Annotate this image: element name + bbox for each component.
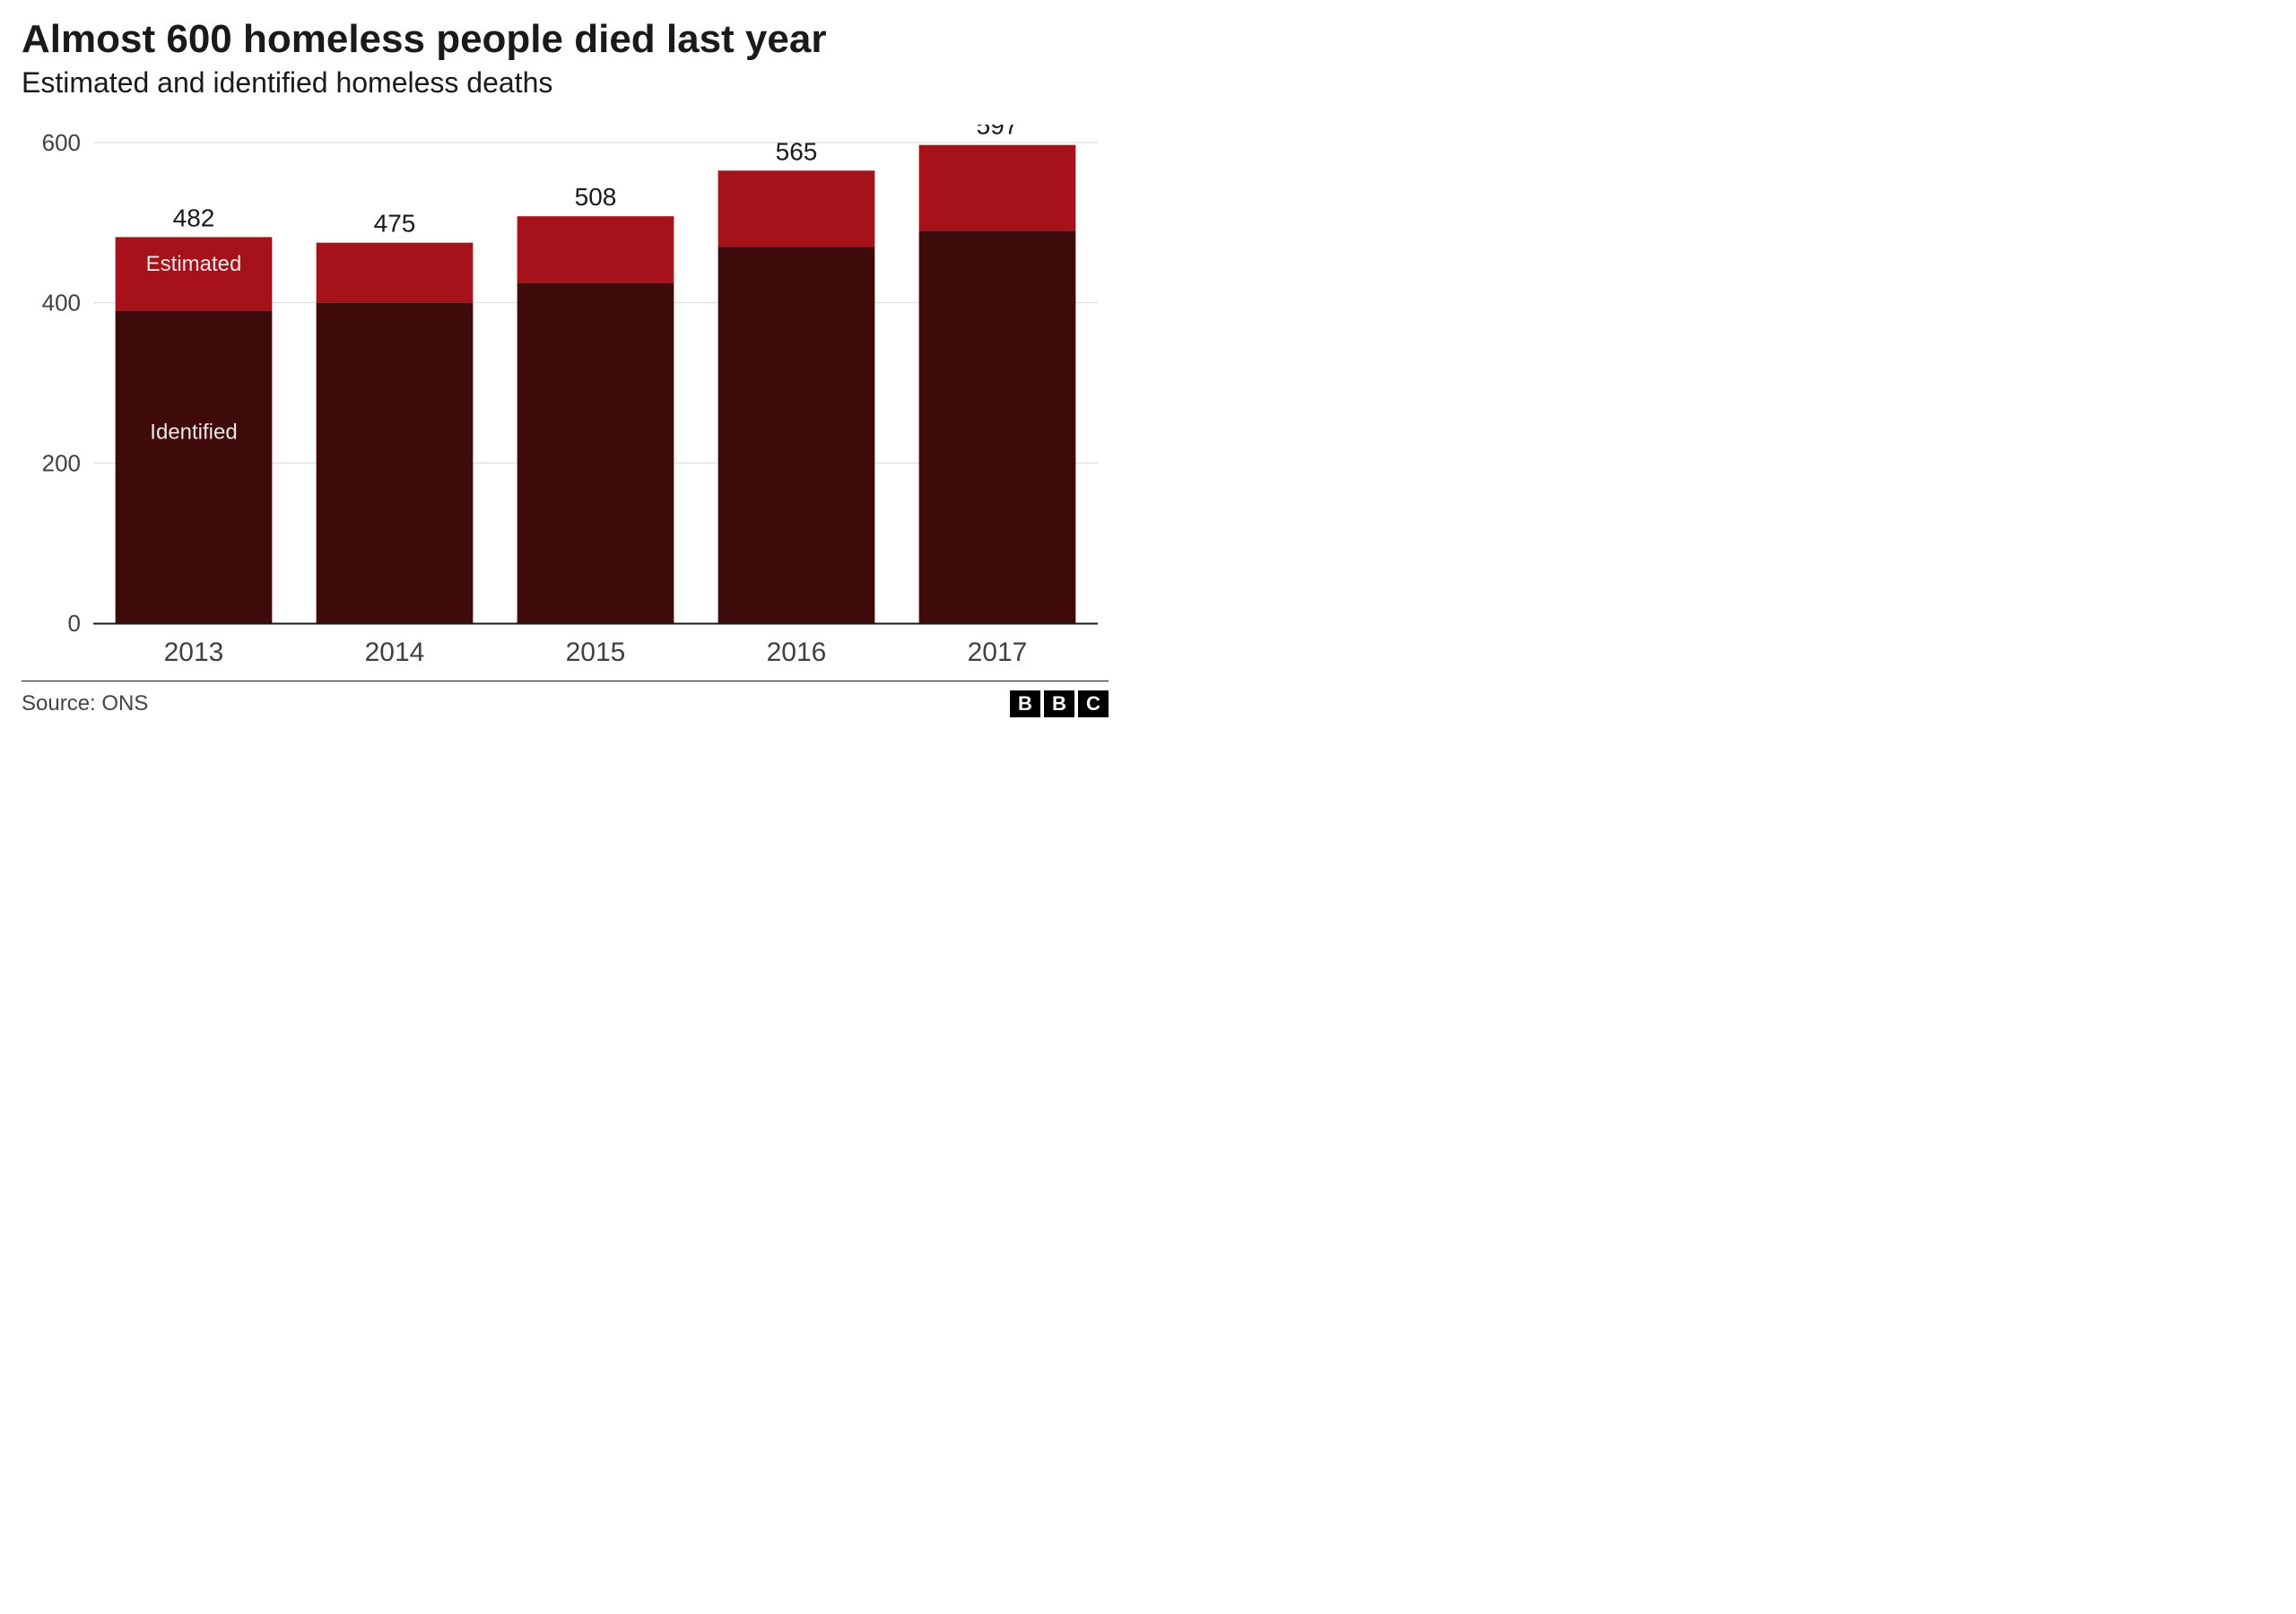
bar-segment	[718, 247, 875, 624]
chart-subtitle: Estimated and identified homeless deaths	[22, 66, 1109, 100]
bbc-logo-letter: C	[1078, 690, 1109, 717]
y-tick-label: 600	[42, 129, 81, 156]
x-tick-label: 2014	[365, 638, 425, 667]
y-tick-label: 0	[68, 610, 81, 637]
bar-segment	[116, 311, 273, 623]
x-tick-label: 2015	[566, 638, 626, 667]
series-label: Identified	[150, 421, 237, 445]
x-tick-label: 2016	[767, 638, 827, 667]
stacked-bar-chart: 0 200 400 600 482 2013 475 2014 508 2015 565 2016 59…	[22, 125, 1109, 672]
bar-segment	[919, 145, 1076, 231]
bar-segment	[919, 231, 1076, 624]
bar-segment	[317, 243, 474, 303]
bbc-logo-letter: B	[1044, 690, 1074, 717]
bar-value-label: 508	[575, 184, 617, 212]
bar-segment	[517, 217, 674, 283]
bar-value-label: 565	[776, 138, 818, 166]
bar-segment	[517, 283, 674, 624]
chart-title: Almost 600 homeless people died last yea…	[22, 18, 1109, 61]
bar-segment	[718, 171, 875, 247]
bar-segment	[317, 303, 474, 623]
y-tick-label: 400	[42, 290, 81, 317]
chart-area: 0 200 400 600 482 2013 475 2014 508 2015 565 2016 59…	[22, 125, 1109, 672]
series-label: Estimated	[146, 252, 242, 276]
source-label: Source: ONS	[22, 691, 148, 716]
bar-value-label: 475	[374, 210, 416, 238]
bar-value-label: 597	[977, 125, 1019, 140]
x-tick-label: 2013	[164, 638, 224, 667]
chart-container: Almost 600 homeless people died last yea…	[0, 0, 1130, 728]
bar-value-label: 482	[173, 204, 215, 232]
x-tick-label: 2017	[968, 638, 1028, 667]
chart-footer: Source: ONS BBC	[22, 681, 1109, 717]
bbc-logo-letter: B	[1010, 690, 1040, 717]
y-tick-label: 200	[42, 450, 81, 477]
bbc-logo: BBC	[1010, 690, 1109, 717]
